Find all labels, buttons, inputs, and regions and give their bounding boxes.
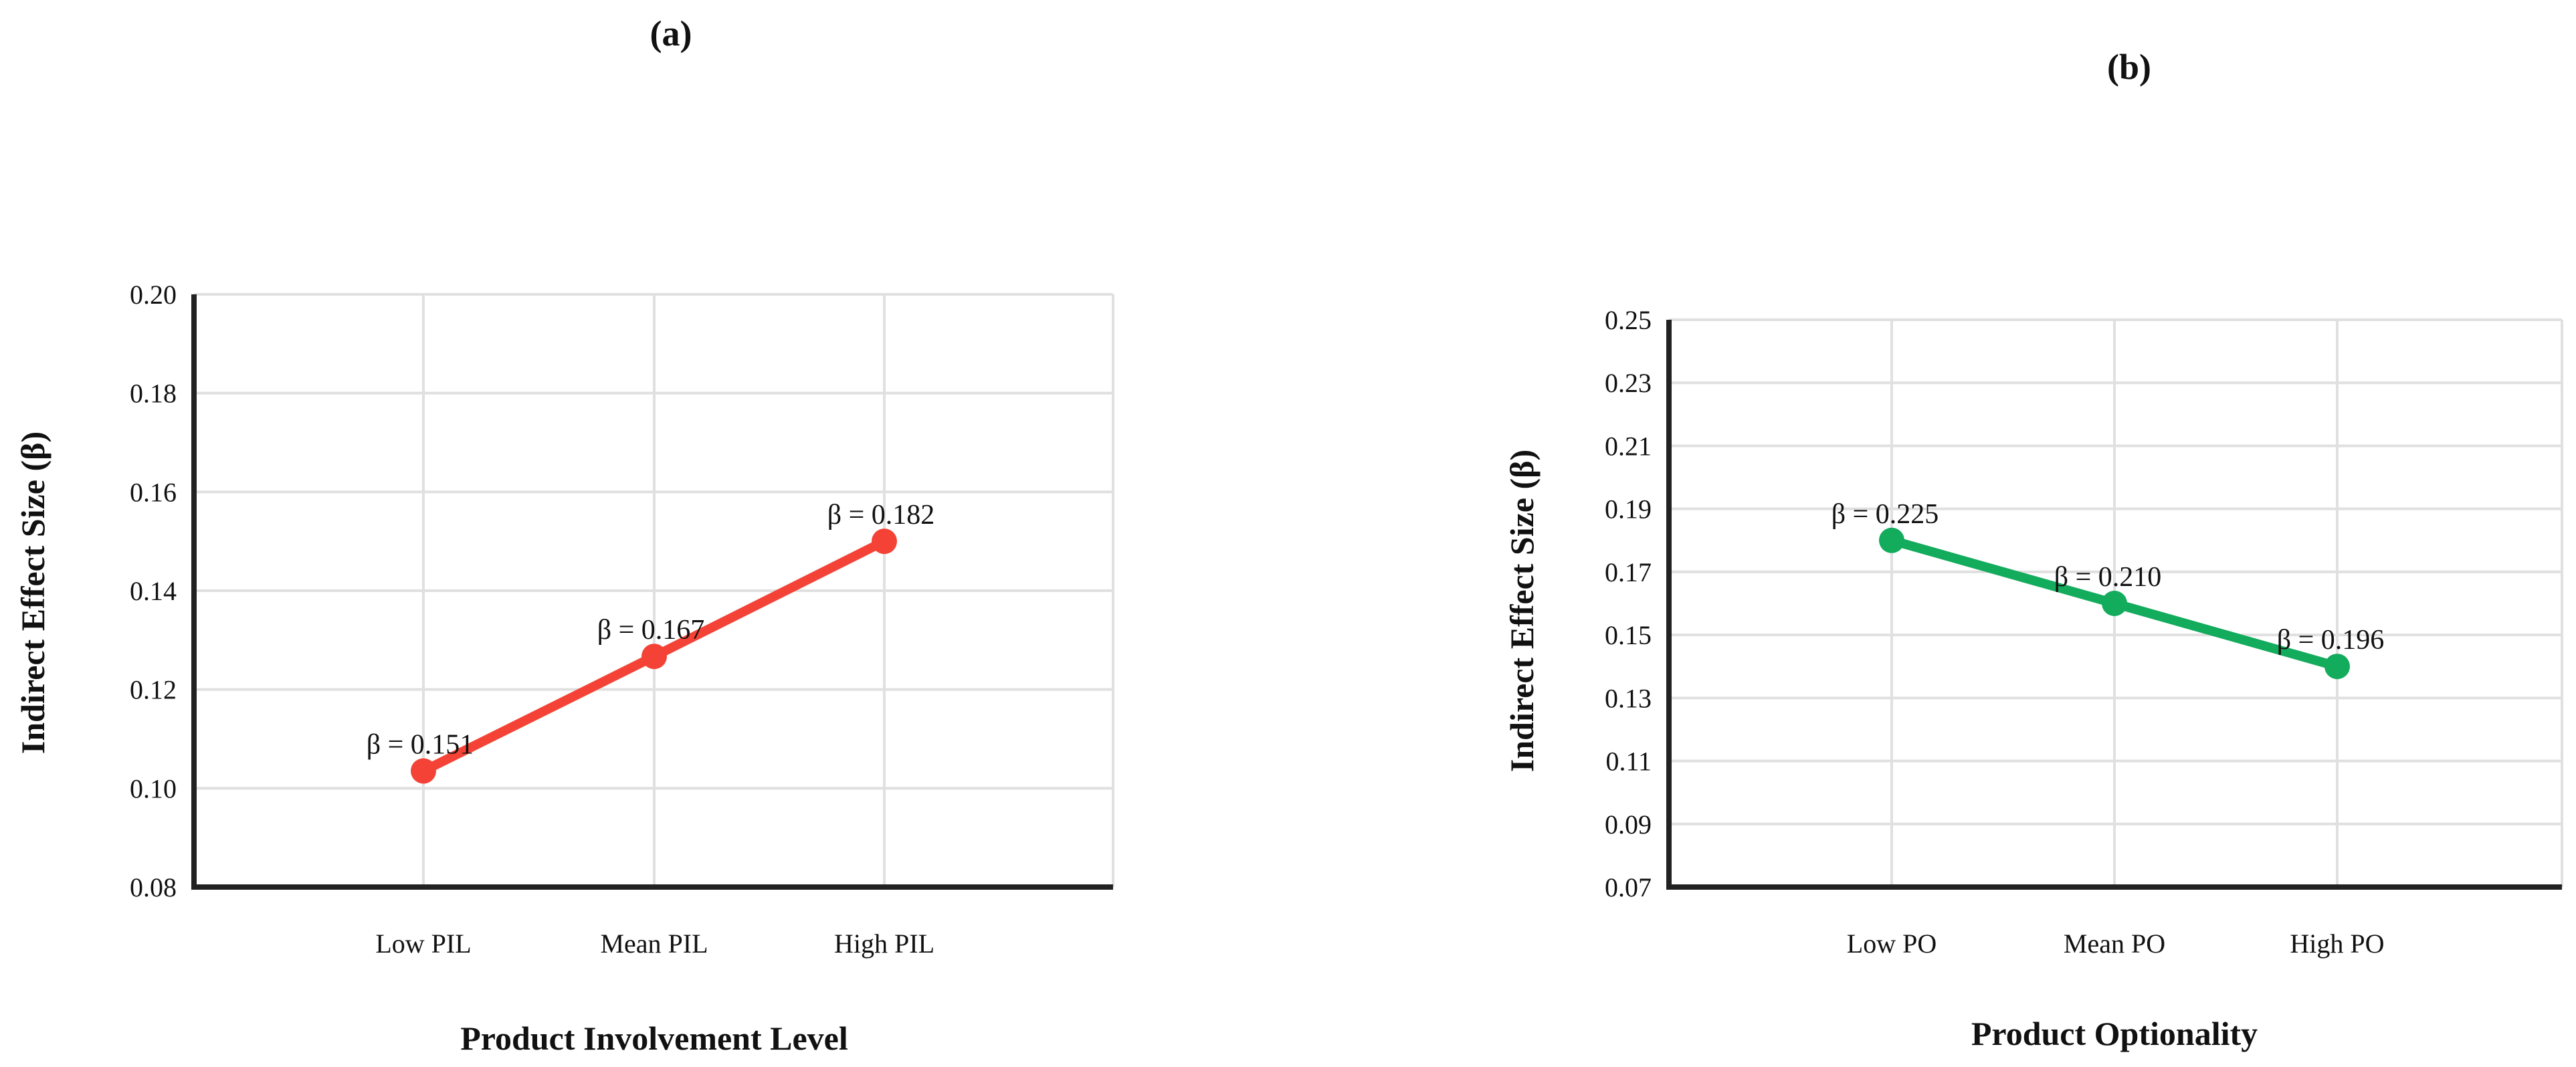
panel-b-data-labels: β = 0.225 β = 0.210 β = 0.196 (1831, 499, 2385, 656)
x-tick-label: High PIL (834, 929, 934, 959)
panel-b-axes (1666, 320, 2562, 890)
x-tick-label: High PO (2290, 929, 2384, 959)
data-label: β = 0.196 (2277, 625, 2385, 656)
y-tick-label: 0.10 (130, 773, 177, 803)
data-label: β = 0.225 (1831, 499, 1939, 530)
y-tick-label: 0.16 (130, 477, 177, 507)
panel-b-x-axis-title: Product Optionality (1971, 1015, 2258, 1052)
y-tick-label: 0.14 (130, 576, 177, 606)
panel-a-axes (191, 294, 1113, 890)
y-tick-label: 0.12 (130, 675, 177, 705)
panel-a-label: (a) (650, 13, 692, 54)
y-tick-label: 0.07 (1605, 872, 1652, 902)
y-tick-label: 0.08 (130, 872, 177, 902)
panel-b-y-ticks: 0.07 0.09 0.11 0.13 0.15 0.17 0.19 0.21 0.23 0.25 (1605, 305, 1652, 902)
panel-a-data-labels: β = 0.151 β = 0.167 β = 0.182 (367, 500, 935, 760)
panel-a-x-ticks: Low PIL Mean PIL High PIL (375, 929, 934, 959)
data-point (641, 644, 667, 670)
data-label: β = 0.182 (827, 500, 935, 530)
data-point (872, 528, 897, 555)
x-tick-label: Low PO (1847, 929, 1937, 959)
data-point (2324, 654, 2350, 680)
chart-panel-a: (a) 0.08 0.10 0.12 0.14 0.16 0.18 0.20 Low PIL… (14, 13, 1114, 1057)
panel-a-y-ticks: 0.08 0.10 0.12 0.14 0.16 0.18 0.20 (130, 280, 177, 902)
x-tick-label: Low PIL (375, 929, 471, 959)
data-point (411, 758, 436, 784)
y-tick-label: 0.09 (1605, 809, 1652, 840)
y-tick-label: 0.13 (1605, 683, 1652, 713)
y-tick-label: 0.19 (1605, 494, 1652, 524)
data-point (2102, 591, 2127, 616)
x-tick-label: Mean PO (2064, 929, 2165, 959)
panel-b-y-axis-title: Indirect Effect Size (β) (1503, 450, 1541, 772)
data-point (1879, 527, 1904, 553)
y-tick-label: 0.21 (1605, 431, 1652, 461)
data-label: β = 0.210 (2054, 562, 2162, 593)
panel-a-gridlines (194, 293, 1114, 888)
panel-b-series (1879, 527, 2350, 680)
y-tick-label: 0.23 (1605, 368, 1652, 398)
y-tick-label: 0.15 (1605, 620, 1652, 650)
panel-b-label: (b) (2107, 47, 2151, 87)
x-tick-label: Mean PIL (600, 929, 708, 959)
panel-a-y-axis-title: Indirect Effect Size (β) (14, 431, 52, 754)
panel-b-x-ticks: Low PO Mean PO High PO (1847, 929, 2385, 959)
panel-a-x-axis-title: Product Involvement Level (460, 1020, 848, 1057)
y-tick-label: 0.20 (130, 280, 177, 310)
panel-a-series (411, 528, 897, 784)
data-label: β = 0.167 (597, 615, 705, 646)
chart-panel-b: (b) 0.07 0.09 0.11 0.13 0.15 0.17 0.19 0.21 0.23… (1503, 47, 2563, 1052)
y-tick-label: 0.17 (1605, 557, 1652, 587)
y-tick-label: 0.11 (1605, 747, 1652, 777)
y-tick-label: 0.25 (1605, 305, 1652, 335)
y-tick-label: 0.18 (130, 379, 177, 409)
data-label: β = 0.151 (367, 729, 474, 760)
